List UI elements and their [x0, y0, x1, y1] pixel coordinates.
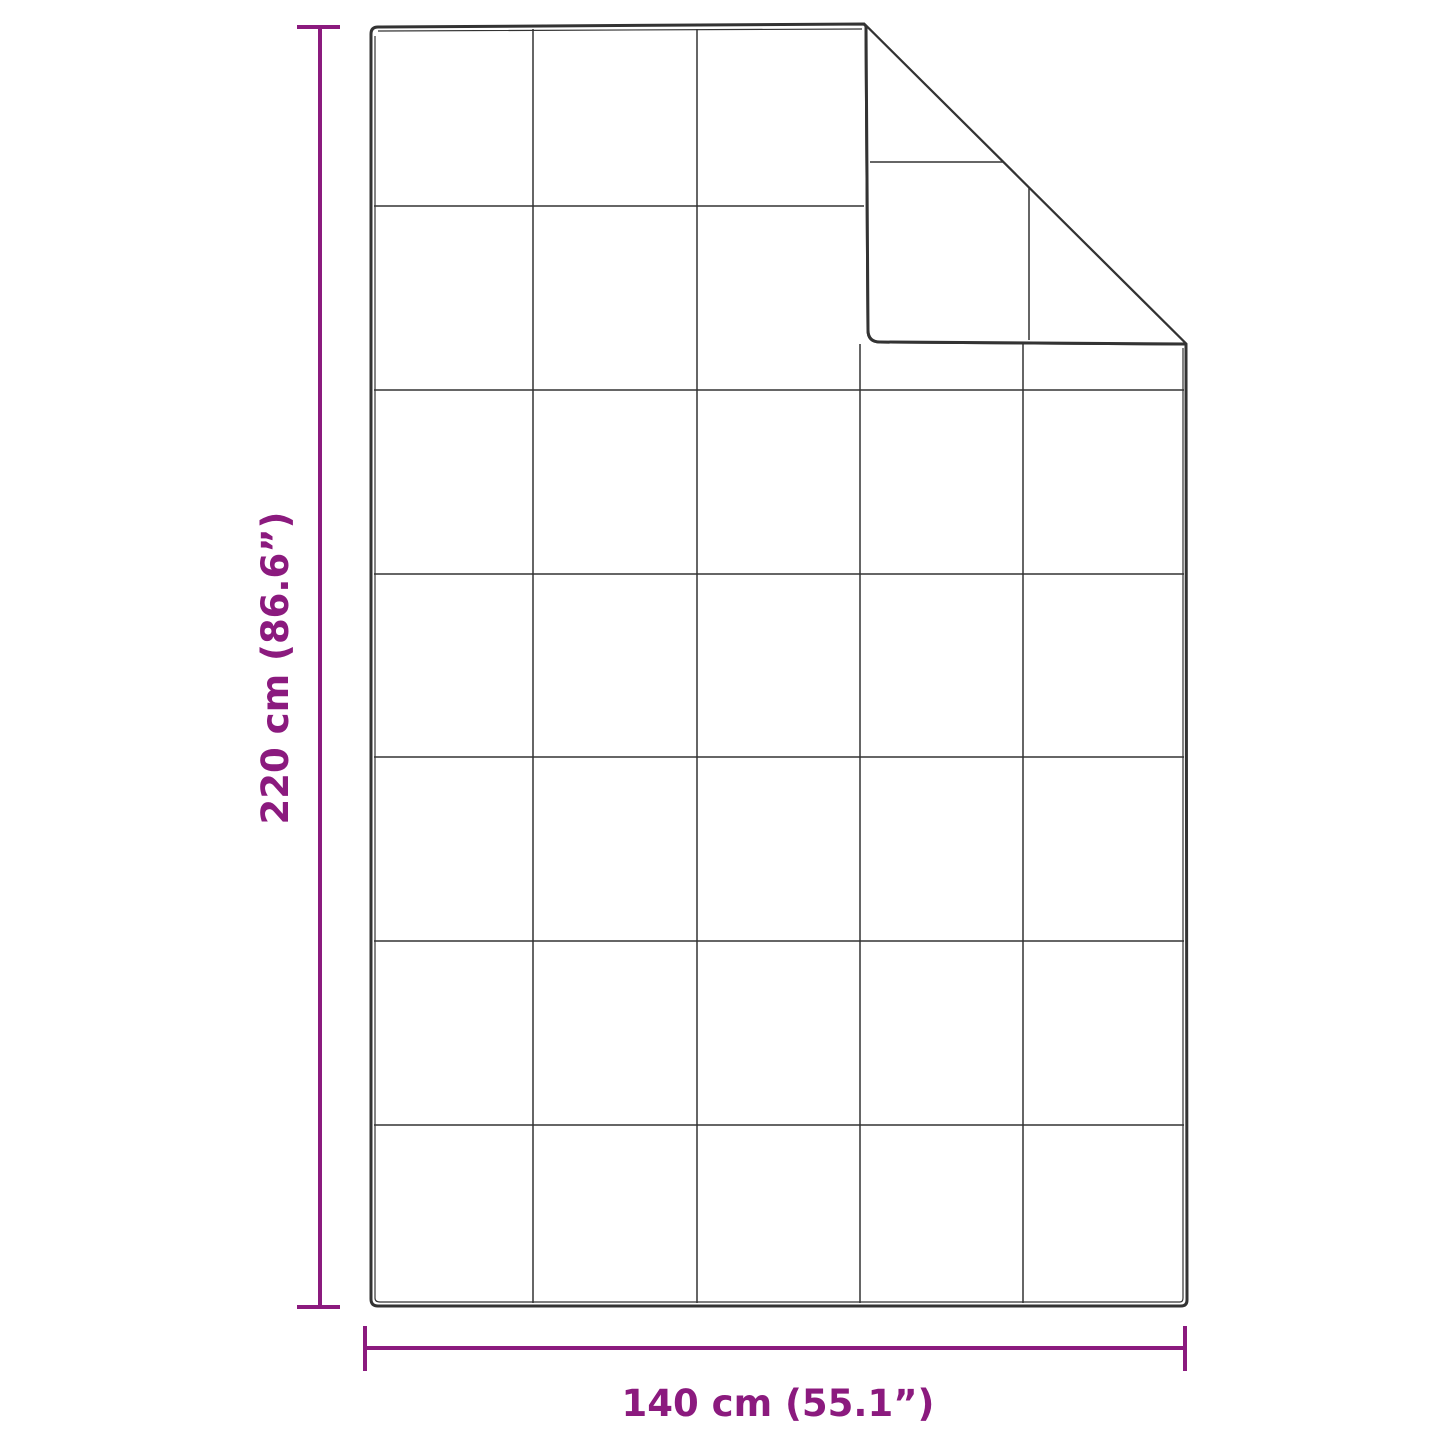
folded-corner-flap — [864, 25, 1187, 346]
width-dimension — [363, 1326, 1187, 1371]
blanket-outline-inner — [374, 28, 1184, 1303]
grid-lines — [374, 29, 1184, 1303]
width-label: 140 cm (55.1”) — [622, 1382, 935, 1425]
height-dimension — [297, 25, 340, 1309]
height-label: 220 cm (86.6”) — [254, 512, 297, 825]
blanket-drawing — [369, 22, 1189, 1308]
blanket-outline — [369, 22, 1189, 1308]
